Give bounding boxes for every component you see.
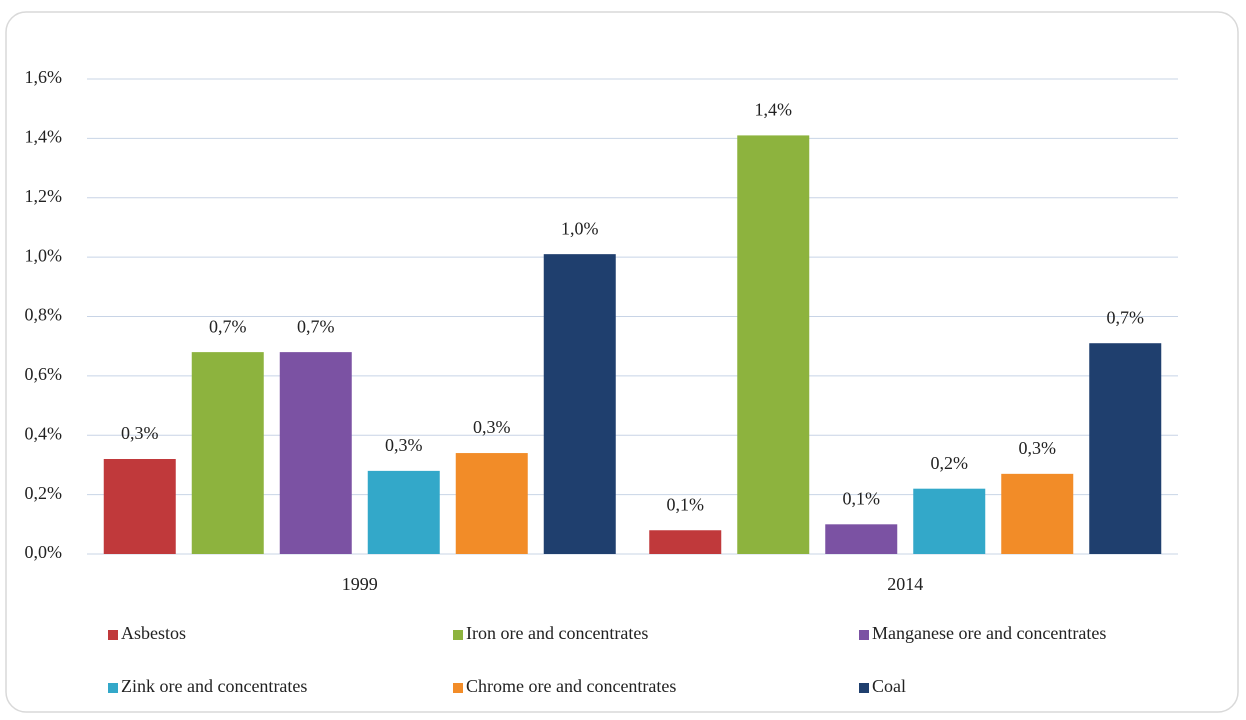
- data-label: 1,0%: [561, 218, 599, 238]
- bar: [279, 352, 352, 554]
- bar: [455, 453, 528, 554]
- data-label: 0,7%: [209, 316, 247, 336]
- legend-marker: [453, 630, 463, 640]
- bar: [913, 488, 986, 554]
- data-label: 1,4%: [755, 100, 793, 120]
- bar: [1089, 343, 1162, 554]
- y-tick-label: 0,2%: [25, 483, 63, 503]
- data-label: 0,2%: [931, 453, 969, 473]
- bar: [825, 524, 898, 554]
- y-tick-label: 1,6%: [25, 67, 63, 87]
- y-tick-label: 1,0%: [25, 245, 63, 265]
- legend-marker: [859, 630, 869, 640]
- data-label: 0,7%: [1107, 307, 1145, 327]
- y-tick-label: 1,2%: [25, 186, 63, 206]
- data-label: 0,1%: [843, 488, 881, 508]
- legend-label: Manganese ore and concentrates: [872, 623, 1106, 643]
- bar: [367, 470, 440, 554]
- legend-label: Coal: [872, 676, 906, 696]
- bar: [1001, 473, 1074, 554]
- bar: [191, 352, 264, 554]
- x-tick-label: 1999: [342, 574, 378, 594]
- data-label: 0,3%: [121, 423, 159, 443]
- legend-label: Zink ore and concentrates: [121, 676, 307, 696]
- y-tick-label: 1,4%: [25, 127, 63, 147]
- legend-label: Iron ore and concentrates: [466, 623, 648, 643]
- y-tick-label: 0,4%: [25, 423, 63, 443]
- legend-marker: [453, 683, 463, 693]
- data-label: 0,7%: [297, 316, 335, 336]
- y-tick-label: 0,6%: [25, 364, 63, 384]
- legend-label: Asbestos: [121, 623, 186, 643]
- data-label: 0,3%: [473, 417, 511, 437]
- y-tick-label: 0,0%: [25, 542, 63, 562]
- legend-marker: [108, 630, 118, 640]
- data-label: 0,3%: [385, 435, 423, 455]
- data-label: 0,1%: [667, 494, 705, 514]
- bar: [543, 254, 616, 554]
- chart-frame: [5, 11, 1239, 713]
- legend-marker: [859, 683, 869, 693]
- legend-marker: [108, 683, 118, 693]
- legend-label: Chrome ore and concentrates: [466, 676, 676, 696]
- y-tick-label: 0,8%: [25, 305, 63, 325]
- bar: [649, 530, 722, 554]
- data-label: 0,3%: [1019, 438, 1057, 458]
- x-tick-label: 2014: [887, 574, 923, 594]
- bar: [103, 459, 176, 554]
- bar: [737, 135, 810, 554]
